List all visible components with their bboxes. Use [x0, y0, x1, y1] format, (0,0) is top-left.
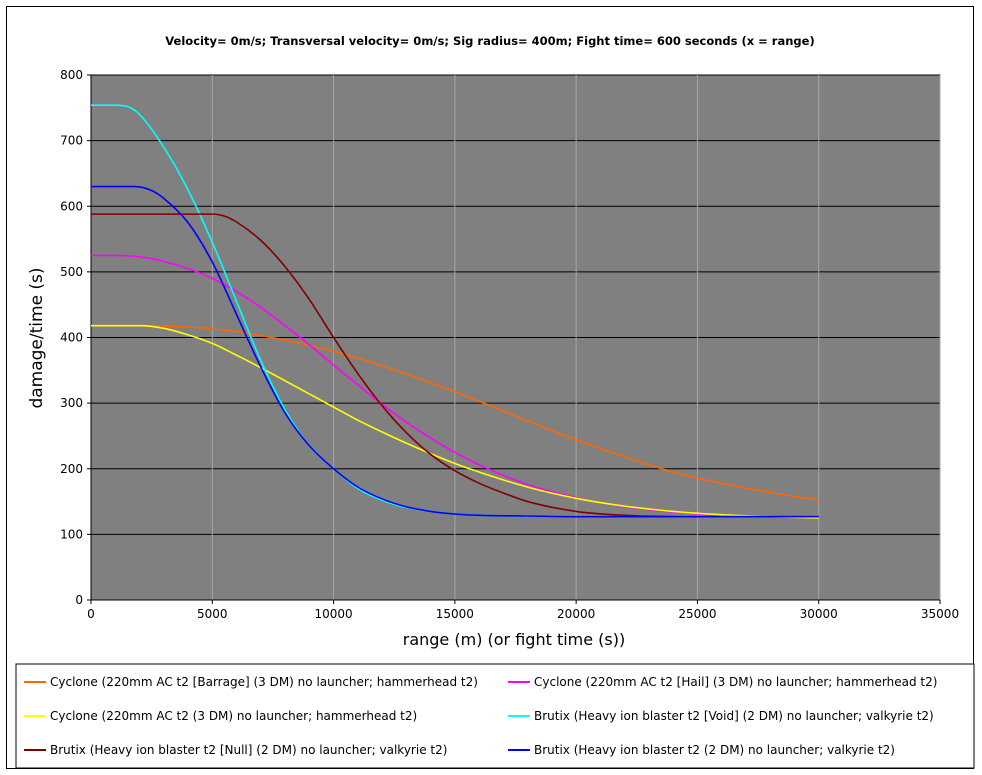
- y-tick-label: 0: [75, 593, 83, 607]
- legend-box: [15, 663, 975, 769]
- series-line-5: [91, 213, 819, 518]
- x-tick-label: 0: [87, 607, 95, 621]
- y-tick-label: 800: [60, 68, 83, 82]
- axis-ticks: 0 100 200 300 400 500 600 700 800 0 5000 10000 15000…: [60, 68, 959, 621]
- legend-item: Brutix (Heavy ion blaster t2 [Void] (2 D…: [508, 709, 934, 723]
- legend-label: Cyclone (220mm AC t2 (3 DM) no launcher;…: [50, 709, 417, 723]
- y-axis-label: damage/time (s): [27, 267, 47, 408]
- y-tick-label: 400: [60, 331, 83, 345]
- series-line-1: [91, 324, 819, 502]
- legend-item: Cyclone (220mm AC t2 [Barrage] (3 DM) no…: [24, 675, 478, 689]
- legend-label: Brutix (Heavy ion blaster t2 (2 DM) no l…: [534, 743, 895, 757]
- legend: Cyclone (220mm AC t2 [Barrage] (3 DM) no…: [24, 675, 937, 757]
- y-tick-label: 200: [60, 462, 83, 476]
- series-line-6: [91, 185, 819, 518]
- legend-label: Cyclone (220mm AC t2 [Hail] (3 DM) no la…: [534, 675, 937, 689]
- y-tick-label: 100: [60, 527, 83, 541]
- legend-label: Brutix (Heavy ion blaster t2 [Null] (2 D…: [50, 743, 447, 757]
- y-tick-label: 700: [60, 134, 83, 148]
- legend-label: Cyclone (220mm AC t2 [Barrage] (3 DM) no…: [50, 675, 478, 689]
- y-tick-label: 600: [60, 199, 83, 213]
- legend-label: Brutix (Heavy ion blaster t2 [Void] (2 D…: [534, 709, 934, 723]
- legend-item: Brutix (Heavy ion blaster t2 (2 DM) no l…: [508, 743, 895, 757]
- x-tick-label: 5000: [197, 607, 228, 621]
- x-tick-label: 20000: [557, 607, 595, 621]
- x-tick-label: 35000: [921, 607, 959, 621]
- legend-item: Brutix (Heavy ion blaster t2 [Null] (2 D…: [24, 743, 447, 757]
- x-tick-label: 30000: [800, 607, 838, 621]
- series-line-3: [91, 324, 819, 519]
- gridlines: [91, 74, 941, 600]
- chart-title: Velocity= 0m/s; Transversal velocity= 0m…: [165, 34, 814, 48]
- x-tick-label: 15000: [436, 607, 474, 621]
- x-tick-label: 25000: [678, 607, 716, 621]
- legend-item: Cyclone (220mm AC t2 [Hail] (3 DM) no la…: [508, 675, 937, 689]
- legend-item: Cyclone (220mm AC t2 (3 DM) no launcher;…: [24, 709, 417, 723]
- x-axis-label: range (m) (or fight time (s)): [403, 630, 626, 649]
- x-tick-label: 10000: [314, 607, 352, 621]
- y-tick-label: 500: [60, 265, 83, 279]
- series-lines: [90, 104, 819, 519]
- y-tick-label: 300: [60, 396, 83, 410]
